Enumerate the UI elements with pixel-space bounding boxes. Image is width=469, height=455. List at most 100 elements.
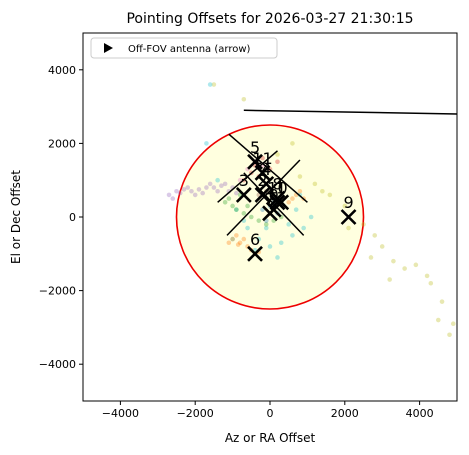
scatter-point: [249, 214, 254, 220]
scatter-point: [428, 280, 434, 286]
legend-entry-label: Off-FOV antenna (arrow): [128, 44, 251, 55]
scatter-point: [170, 196, 176, 201]
scatter-point: [222, 181, 228, 187]
scatter-point: [275, 255, 280, 260]
scatter-point: [207, 82, 213, 87]
antenna-label: 0: [269, 186, 279, 205]
legend-box: [90, 37, 278, 59]
scatter-point: [219, 183, 224, 189]
scatter-point: [241, 211, 247, 216]
antenna-label: 1: [276, 178, 286, 197]
scatter-point: [436, 317, 441, 323]
scatter-point: [185, 185, 191, 190]
scatter-point: [290, 233, 295, 238]
scatter-point: [177, 190, 183, 196]
scatter-point: [237, 240, 243, 246]
scatter-point: [235, 242, 241, 247]
scatter-point: [263, 225, 269, 231]
y-tick-label: 0: [69, 211, 76, 224]
antenna-marker: [247, 153, 263, 170]
scatter-point: [222, 199, 228, 205]
scatter-point: [320, 188, 325, 194]
antenna-marker-layer: [235, 153, 357, 262]
scatter-point: [241, 96, 247, 102]
scatter-point: [189, 188, 194, 194]
scatter-point: [241, 236, 247, 242]
x-tick-label: −4000: [102, 407, 139, 420]
antenna-marker: [269, 194, 286, 211]
antenna-marker: [254, 164, 271, 181]
scatter-point: [166, 192, 172, 198]
scatter-point: [297, 188, 303, 194]
y-axis-ticks: −4000 −2000 0 2000 4000: [39, 64, 83, 371]
scatter-point: [379, 244, 385, 249]
antenna-label: 11: [252, 149, 272, 168]
scatter-point: [181, 187, 187, 192]
antenna-marker: [262, 205, 278, 222]
antenna-marker: [340, 209, 357, 225]
scatter-point: [215, 188, 220, 194]
antenna-label: 10: [267, 178, 287, 197]
scatter-point: [256, 218, 262, 223]
x-axis-label: Az or RA Offset: [225, 431, 316, 445]
antenna-label: 6: [250, 230, 260, 249]
x-axis-ticks: −4000 −2000 0 2000 4000: [102, 401, 434, 420]
y-axis-label: El or Dec Offset: [9, 170, 23, 264]
scatter-point: [226, 240, 232, 246]
scatter-point: [226, 196, 232, 201]
scatter-point: [234, 190, 239, 196]
scatter-point: [234, 233, 239, 238]
legend: Off-FOV antenna (arrow): [90, 37, 278, 59]
scatter-point: [424, 273, 430, 279]
scatter-point: [372, 233, 378, 238]
scatter-point: [391, 258, 396, 264]
antenna-label: 4: [261, 160, 271, 179]
scatter-point: [234, 207, 239, 212]
scatter-point: [245, 225, 250, 231]
fov-circle: [175, 124, 365, 310]
scatter-point: [215, 177, 220, 183]
scatter-point: [204, 141, 209, 146]
arrow-right-icon: [104, 43, 113, 53]
offset-line: [243, 109, 457, 115]
scatter-point: [174, 188, 179, 194]
scatter-point: [196, 187, 202, 192]
chart-title: Pointing Offsets for 2026-03-27 21:30:15: [126, 11, 413, 27]
antenna-label: 8: [272, 175, 282, 194]
scatter-point: [286, 222, 292, 227]
scatter-point: [256, 236, 262, 242]
scatter-point: [308, 214, 314, 220]
antenna-label: 2: [257, 171, 267, 190]
scatter-point: [263, 222, 269, 227]
scatter-point: [192, 192, 198, 198]
scatter-point: [275, 152, 280, 157]
scatter-point: [211, 82, 217, 87]
scatter-point: [312, 181, 318, 187]
antenna-marker: [254, 187, 271, 203]
scatter-point: [290, 141, 295, 146]
scatter-point: [245, 203, 250, 209]
scatter-point: [368, 255, 374, 260]
y-tick-label: 2000: [48, 137, 76, 150]
scatter-point: [211, 185, 217, 190]
scatter-point: [234, 207, 239, 212]
antenna-label: 3: [239, 171, 249, 190]
antenna-marker: [247, 245, 263, 262]
scatter-point: [290, 196, 295, 201]
antenna-label: 9: [343, 193, 353, 212]
scatter-point: [450, 321, 456, 327]
scatter-point: [230, 236, 235, 242]
x-tick-label: −2000: [177, 407, 214, 420]
scatter-point: [447, 332, 452, 338]
fov-circle-layer: [175, 124, 365, 310]
antenna-marker: [269, 190, 286, 207]
scatter-point: [278, 240, 284, 246]
y-tick-label: −4000: [39, 358, 76, 371]
y-tick-label: 4000: [48, 64, 76, 77]
scatter-point: [207, 181, 213, 187]
scatter-point: [346, 225, 351, 231]
scatter-point: [204, 185, 209, 190]
antenna-label: 5: [250, 138, 260, 157]
